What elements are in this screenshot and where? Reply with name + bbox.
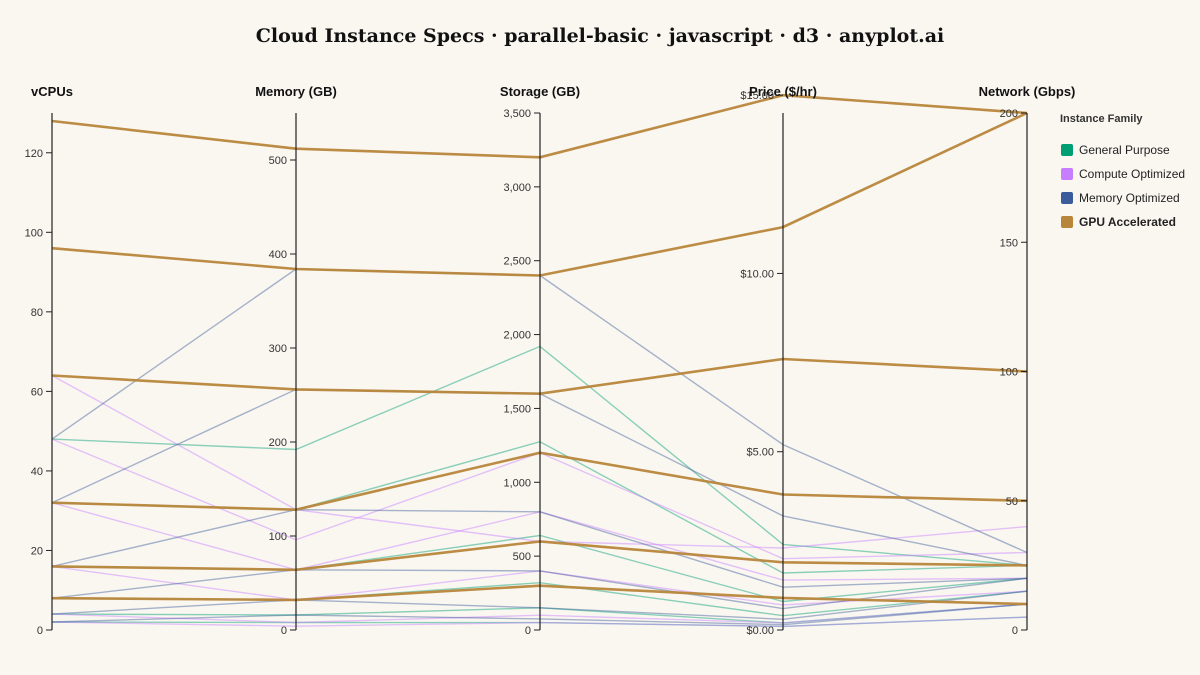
- axes: vCPUs 0 20 40 60 80 100 120 Memory (GB) 0 100 200 30…: [25, 84, 1076, 637]
- tick-label: 0: [525, 625, 531, 637]
- tick-label: 0: [37, 625, 43, 637]
- tick-label: 500: [269, 155, 287, 167]
- tick-label: 1,500: [503, 403, 531, 415]
- tick-label: $10.00: [740, 268, 774, 280]
- legend-label: General Purpose: [1079, 143, 1170, 157]
- tick-label: 200: [1000, 108, 1018, 120]
- tick-label: 80: [31, 307, 43, 319]
- legend-label: Compute Optimized: [1079, 167, 1185, 181]
- tick-label: 200: [269, 437, 287, 449]
- legend-item: Compute Optimized: [1061, 167, 1185, 181]
- legend-item: General Purpose: [1061, 143, 1170, 157]
- legend-swatch: [1061, 216, 1073, 228]
- tick-label: $15.00: [740, 90, 774, 102]
- tick-label: 60: [31, 386, 43, 398]
- tick-label: 2,500: [503, 256, 531, 268]
- tick-label: 40: [31, 466, 43, 478]
- tick-label: $5.00: [746, 447, 774, 459]
- axis-price: Price ($/hr) $0.00 $5.00 $10.00 $15.00: [740, 84, 817, 637]
- tick-label: 100: [25, 227, 43, 239]
- tick-label: 100: [1000, 367, 1018, 379]
- tick-label: 150: [1000, 237, 1018, 249]
- axis-memory: Memory (GB) 0 100 200 300 400 500: [255, 84, 337, 637]
- tick-label: 1,000: [503, 477, 531, 489]
- legend: Instance Family General Purpose Compute Op…: [1060, 113, 1185, 229]
- legend-swatch: [1061, 144, 1073, 156]
- tick-label: 50: [1006, 496, 1018, 508]
- tick-label: 400: [269, 249, 287, 261]
- axis-title: vCPUs: [31, 84, 73, 99]
- chart-title: Cloud Instance Specs · parallel-basic · …: [256, 25, 945, 47]
- axis-vcpus: vCPUs 0 20 40 60 80 100 120: [25, 84, 73, 637]
- legend-title: Instance Family: [1060, 113, 1143, 125]
- tick-label: 300: [269, 343, 287, 355]
- tick-label: 500: [513, 551, 531, 563]
- legend-swatch: [1061, 168, 1073, 180]
- legend-label: GPU Accelerated: [1079, 215, 1176, 229]
- tick-label: 120: [25, 148, 43, 160]
- legend-label: Memory Optimized: [1079, 191, 1180, 205]
- axis-title: Storage (GB): [500, 84, 580, 99]
- tick-label: 0: [281, 625, 287, 637]
- tick-label: 20: [31, 545, 43, 557]
- tick-label: 2,000: [503, 330, 531, 342]
- legend-swatch: [1061, 192, 1073, 204]
- axis-network: Network (Gbps) 0 50 100 150 200: [979, 84, 1076, 637]
- axis-storage: Storage (GB) 0 500 1,000 1,500 2,000 2,500 3,00…: [500, 84, 580, 637]
- legend-item: Memory Optimized: [1061, 191, 1180, 205]
- legend-item: GPU Accelerated: [1061, 215, 1176, 229]
- tick-label: 100: [269, 531, 287, 543]
- axis-title: Memory (GB): [255, 84, 337, 99]
- tick-label: $0.00: [746, 625, 774, 637]
- tick-label: 0: [1012, 625, 1018, 637]
- tick-label: 3,000: [503, 182, 531, 194]
- axis-title: Price ($/hr): [749, 84, 817, 99]
- tick-label: 3,500: [503, 108, 531, 120]
- axis-title: Network (Gbps): [979, 84, 1076, 99]
